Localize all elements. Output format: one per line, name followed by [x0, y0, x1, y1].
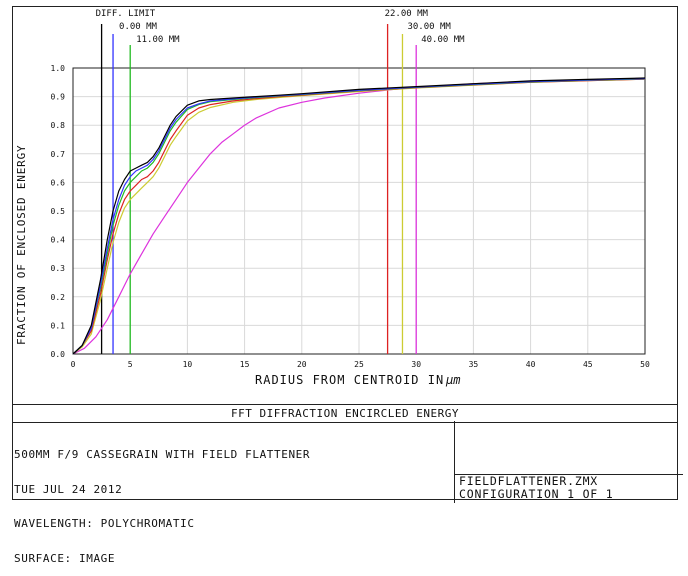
x-tick-label: 5 — [128, 360, 133, 369]
x-tick-label: 15 — [240, 360, 250, 369]
legend: DIFF. LIMIT 0.00 MM 11.00 MM 22.00 MM 30.00 … — [96, 9, 466, 45]
info-box: 500MM F/9 CASSEGRAIN WITH FIELD FLATTENE… — [14, 426, 454, 564]
y-tick-label: 0.0 — [51, 350, 66, 359]
x-tick-label: 0 — [71, 360, 76, 369]
info-line-wavelength: WAVELENGTH: POLYCHROMATIC — [14, 517, 195, 530]
chart-title: FFT DIFFRACTION ENCIRCLED ENERGY — [12, 404, 678, 423]
x-tick-label: 35 — [469, 360, 479, 369]
series-line — [72, 78, 646, 355]
x-tick-label: 25 — [354, 360, 364, 369]
x-tick-label: 20 — [297, 360, 307, 369]
plot-area-border — [72, 67, 646, 355]
legend-label: 11.00 MM — [136, 35, 180, 45]
legend-label: 40.00 MM — [421, 35, 465, 45]
file-name: FIELDFLATTENER.ZMX — [459, 474, 599, 488]
x-axis-label: RADIUS FROM CENTROID IN — [255, 373, 444, 387]
y-tick-label: 0.7 — [51, 150, 66, 159]
y-tick-label: 0.9 — [51, 93, 66, 102]
grid — [72, 67, 646, 355]
y-tick-label: 0.1 — [51, 321, 66, 330]
legend-label: 22.00 MM — [385, 9, 429, 19]
x-tick-label: 40 — [526, 360, 536, 369]
x-axis-unit: µm — [445, 373, 460, 387]
y-tick-label: 0.5 — [51, 207, 66, 216]
y-tick-label: 0.4 — [51, 236, 66, 245]
y-tick-label: 0.8 — [51, 121, 66, 130]
info-line-surface: SURFACE: IMAGE — [14, 551, 116, 565]
y-tick-label: 0.3 — [51, 264, 66, 273]
info-line-date: TUE JUL 24 2012 — [14, 482, 123, 496]
footer-divider — [454, 421, 455, 474]
plot-frame — [12, 6, 678, 500]
y-axis-label: FRACTION OF ENCLOSED ENERGY — [15, 145, 28, 345]
series-lines — [72, 77, 646, 355]
legend-label: 30.00 MM — [407, 22, 451, 32]
x-tick-label: 45 — [583, 360, 593, 369]
series-markers — [100, 24, 417, 354]
y-tick-label: 0.2 — [51, 293, 66, 302]
legend-label: DIFF. LIMIT — [96, 9, 156, 19]
file-box: FIELDFLATTENER.ZMX CONFIGURATION 1 OF 1 — [454, 474, 683, 503]
y-tick-label: 1.0 — [51, 64, 66, 73]
legend-label: 0.00 MM — [119, 22, 158, 32]
x-tick-label: 30 — [411, 360, 421, 369]
series-line — [72, 77, 646, 355]
y-tick-label: 0.6 — [51, 178, 66, 187]
chart-svg: 0 5 10 15 20 25 30 35 40 45 50 0.0 0.1 0.2 0.3 0.4 0.5 0.… — [15, 9, 650, 387]
configuration: CONFIGURATION 1 OF 1 — [459, 487, 614, 501]
x-tick-label: 10 — [183, 360, 193, 369]
tick-labels: 0 5 10 15 20 25 30 35 40 45 50 0.0 0.1 0.2 0.3 0.4 0.5 0.… — [51, 64, 650, 369]
x-tick-label: 50 — [640, 360, 650, 369]
info-line-lens: 500MM F/9 CASSEGRAIN WITH FIELD FLATTENE… — [14, 448, 311, 461]
